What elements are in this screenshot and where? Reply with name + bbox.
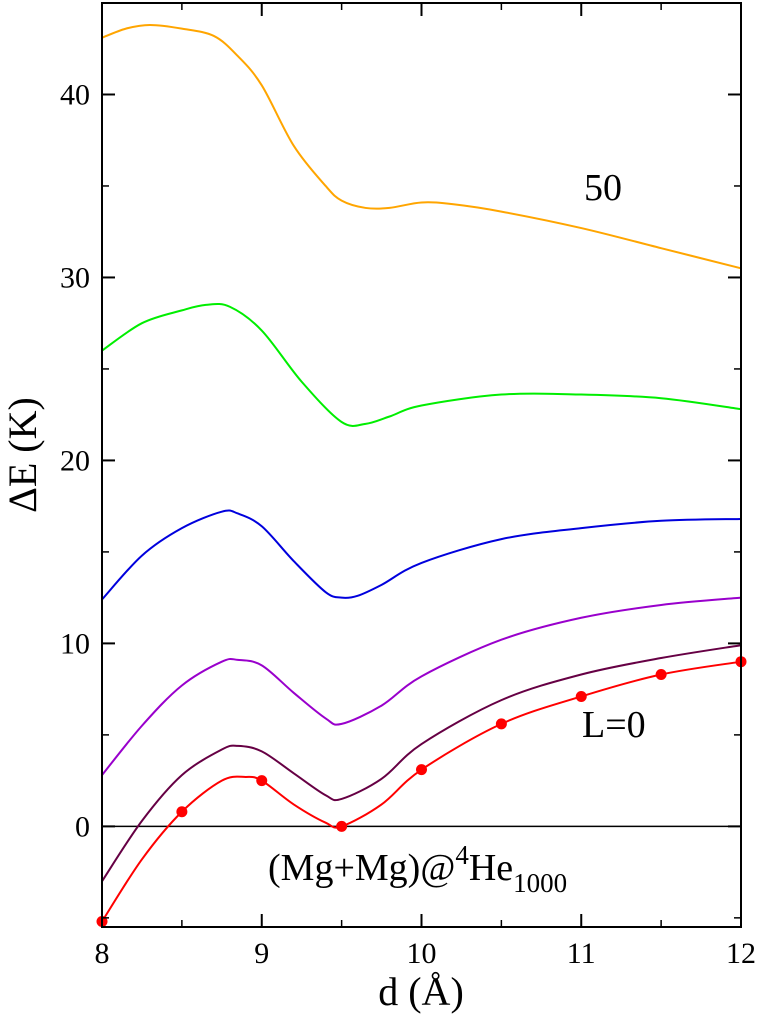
system-label-subscript: 1000 bbox=[513, 868, 567, 898]
series-line-l-40 bbox=[101, 302, 742, 427]
top-curve-label: 50 bbox=[584, 167, 622, 209]
series-line-l-50 bbox=[101, 23, 742, 270]
system-label-prefix: (Mg+Mg)@ bbox=[268, 847, 455, 889]
markers-layer bbox=[96, 656, 747, 928]
series-line-l-10 bbox=[101, 644, 742, 882]
x-tick-label-8: 8 bbox=[95, 937, 110, 970]
data-point-l-0-points-4 bbox=[416, 764, 427, 776]
y-tick-label-10: 10 bbox=[60, 627, 90, 660]
x-tick-label-11: 11 bbox=[567, 937, 596, 970]
ticks-layer bbox=[101, 2, 742, 927]
y-tick-label-30: 30 bbox=[60, 261, 90, 294]
bottom-curve-label: L=0 bbox=[582, 704, 646, 746]
data-point-l-0-points-2 bbox=[256, 775, 268, 787]
x-tick-label-12: 12 bbox=[726, 937, 756, 970]
series-layer bbox=[101, 23, 742, 923]
series-line-l-0-curve bbox=[101, 660, 742, 923]
y-tick-label-0: 0 bbox=[75, 810, 90, 843]
data-point-l-0-points-1 bbox=[176, 806, 188, 818]
system-label-superscript: 4 bbox=[455, 840, 469, 870]
y-tick-label-20: 20 bbox=[60, 444, 90, 477]
data-point-l-0-points-7 bbox=[655, 669, 667, 681]
data-point-l-0-points-6 bbox=[575, 690, 587, 702]
data-point-l-0-points-5 bbox=[495, 718, 507, 730]
system-label-base: He bbox=[469, 847, 513, 889]
x-tick-label-9: 9 bbox=[254, 937, 269, 970]
system-label: (Mg+Mg)@4He1000 bbox=[268, 840, 567, 898]
data-point-l-0-points-3 bbox=[336, 820, 348, 832]
tick-labels-layer: 8 9 10 11 12 0 10 20 30 40 bbox=[60, 78, 756, 970]
series-line-l-20 bbox=[101, 596, 742, 776]
x-axis-title: d (Å) bbox=[378, 969, 464, 1014]
plot-frame bbox=[101, 2, 742, 928]
series-line-l-30 bbox=[101, 509, 742, 601]
y-tick-label-40: 40 bbox=[60, 78, 90, 111]
x-tick-label-10: 10 bbox=[407, 937, 437, 970]
y-axis-title: ΔE (K) bbox=[0, 397, 45, 513]
